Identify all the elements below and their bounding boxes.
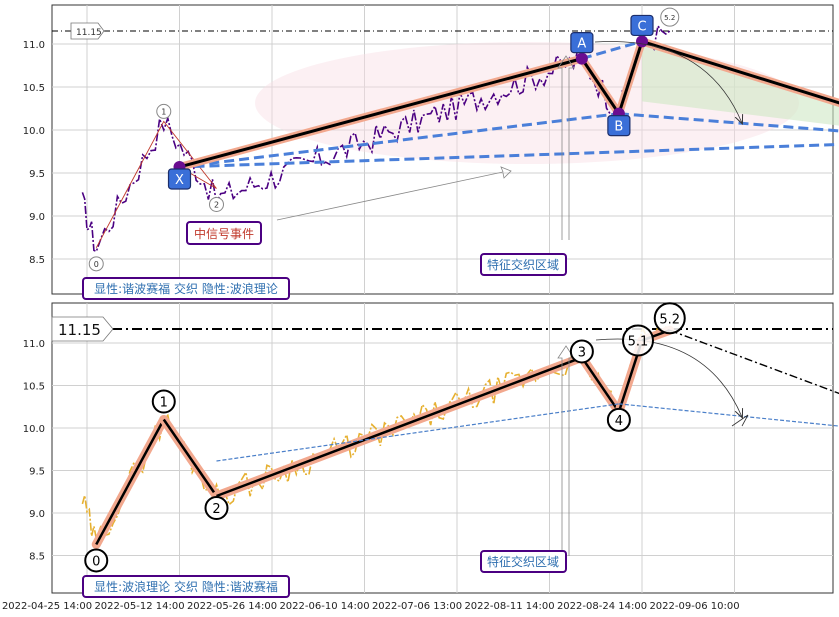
y-tick-label: 10.0 xyxy=(23,126,45,137)
signal-arrow xyxy=(276,166,512,221)
top-grid xyxy=(52,5,833,294)
wave-circle-5.1 xyxy=(622,324,654,357)
harmonic-box-C xyxy=(630,14,654,37)
bottom-panel: 8.59.09.510.010.511.0 11.15 012345.15.2 … xyxy=(23,302,839,598)
x-tick-label: 2022-09-06 10:00 xyxy=(649,601,739,612)
wave-circle-5.2 xyxy=(653,302,686,335)
x-tick-label: 2022-05-12 14:00 xyxy=(94,601,184,612)
wave-label-0: 0 xyxy=(92,554,100,569)
curve-arrow-bottom xyxy=(595,338,742,417)
y-tick-label: 8.5 xyxy=(29,552,45,563)
y-tick-label: 8.5 xyxy=(29,255,45,266)
bottom-y-ticks: 8.5 9.0 9.5 10.0 10.5 11.0 xyxy=(23,339,45,563)
wave-circle-4 xyxy=(606,407,631,432)
curve-arrow-top xyxy=(594,41,742,123)
zone-label-bottom: 特征交织区域 xyxy=(487,554,559,569)
legend-box-top: 显性:谐波赛福 交织 隐性:波浪理论 xyxy=(82,277,290,300)
y-tick-label: 9.0 xyxy=(29,509,45,520)
wave-circle-top-5.2 xyxy=(660,7,680,27)
x-tick-label: 2022-08-11 14:00 xyxy=(464,601,554,612)
wave-labels: 0 1 2 3 4 5.1 5.2 xyxy=(84,302,686,573)
wave-label-top-0: 0 xyxy=(94,260,99,269)
harmonic-box-A xyxy=(570,32,594,54)
resistance-tag: 11.15 xyxy=(70,22,105,40)
cd-green-triangle xyxy=(642,41,839,126)
wave-label-top-1: 1 xyxy=(161,107,166,116)
signal-event-box: 中信号事件 xyxy=(186,221,262,245)
wave-label-top-5.2: 5.2 xyxy=(664,14,675,22)
resistance-value-bottom: 11.15 xyxy=(58,321,101,339)
wave-label-5.2: 5.2 xyxy=(659,312,680,327)
wave-circle-2 xyxy=(204,496,229,520)
zone-box-top: 特征交织区域 xyxy=(480,253,567,276)
harmonic-dot-C xyxy=(636,35,648,48)
wave-label-5.1: 5.1 xyxy=(628,334,649,349)
legend-text-top: 显性:谐波赛福 交织 隐性:波浪理论 xyxy=(94,281,278,296)
zone-label-top: 特征交织区域 xyxy=(487,257,559,272)
harmonic-dash-AC xyxy=(581,39,643,61)
harmonic-leg-AB xyxy=(580,57,621,115)
wave-leg xyxy=(95,418,165,546)
harmonic-label-A: A xyxy=(577,37,586,52)
resistance-tag-bottom: 11.15 xyxy=(51,316,114,342)
zone-arrow-bottom xyxy=(557,345,575,556)
harmonic-label-B: B xyxy=(614,120,623,135)
wave-circle-top-2 xyxy=(209,196,224,212)
wave-label-3: 3 xyxy=(578,345,586,360)
y-tick-label: 9.5 xyxy=(29,169,45,180)
top-wave-line xyxy=(95,120,217,249)
wave-circle-3 xyxy=(569,339,594,364)
bottom-grid xyxy=(52,303,833,593)
signal-event-label: 中信号事件 xyxy=(194,226,254,241)
top-y-ticks: 8.5 9.0 9.5 10.0 10.5 11.0 xyxy=(23,40,45,266)
x-tick-label: 2022-06-10 14:00 xyxy=(279,601,369,612)
curve-arrow-tip-bottom xyxy=(731,414,749,427)
wave-leg xyxy=(216,356,583,498)
zone-box-bottom: 特征交织区域 xyxy=(480,550,567,573)
harmonic-label-C: C xyxy=(637,19,646,34)
x-tick-label: 2022-05-26 14:00 xyxy=(187,601,277,612)
wave-circle-1 xyxy=(151,389,176,414)
resistance-value: 11.15 xyxy=(76,28,102,38)
wave-label-2: 2 xyxy=(212,502,220,517)
legend-text-bottom: 显性:波浪理论 交织 隐性:谐波赛福 xyxy=(94,579,278,594)
bottom-projection-line xyxy=(669,329,839,395)
y-tick-label: 11.0 xyxy=(23,40,45,51)
wave-label-top-2: 2 xyxy=(214,200,219,209)
y-tick-label: 10.0 xyxy=(23,424,45,435)
harmonic-dash-BD xyxy=(618,112,839,133)
x-axis-ticks: 2022-04-25 14:00 2022-05-12 14:00 2022-05-… xyxy=(2,601,740,612)
harmonic-label-X: X xyxy=(175,173,184,188)
wave-circle-top-0 xyxy=(88,256,104,272)
harmonic-box-X xyxy=(167,168,192,190)
harmonic-dot-A xyxy=(575,52,588,65)
y-tick-label: 10.5 xyxy=(23,83,45,94)
wave-circle-top-1 xyxy=(156,103,172,119)
y-tick-label: 9.5 xyxy=(29,467,45,478)
wave-label-1: 1 xyxy=(160,396,168,411)
harmonic-leg-BC xyxy=(617,40,644,115)
harmonic-leg-XA xyxy=(179,57,583,169)
wave-label-4: 4 xyxy=(615,414,623,429)
y-tick-label: 9.0 xyxy=(29,212,45,223)
legend-box-bottom: 显性:波浪理论 交织 隐性:谐波赛福 xyxy=(82,575,290,598)
harmonic-dash-XB xyxy=(179,112,620,169)
x-tick-label: 2022-08-24 14:00 xyxy=(557,601,647,612)
y-tick-label: 10.5 xyxy=(23,382,45,393)
harmonic-box-B xyxy=(607,115,631,137)
wave-leg xyxy=(162,418,218,497)
harmonic-leg-CD xyxy=(641,39,839,105)
y-tick-label: 11.0 xyxy=(23,339,45,350)
top-panel: 8.59.09.510.010.511.0 11.15 XABCD0125.2 … xyxy=(23,4,839,300)
x-tick-label: 2022-07-06 13:00 xyxy=(372,601,462,612)
bottom-guide-line xyxy=(216,403,619,462)
bottom-guide-line-2 xyxy=(618,403,839,427)
zone-arrow-top xyxy=(557,55,575,240)
wave-leg xyxy=(580,356,620,413)
wave-circle-0 xyxy=(84,548,109,573)
x-tick-label: 2022-04-25 14:00 xyxy=(2,601,92,612)
bottom-plot-frame xyxy=(51,302,834,594)
